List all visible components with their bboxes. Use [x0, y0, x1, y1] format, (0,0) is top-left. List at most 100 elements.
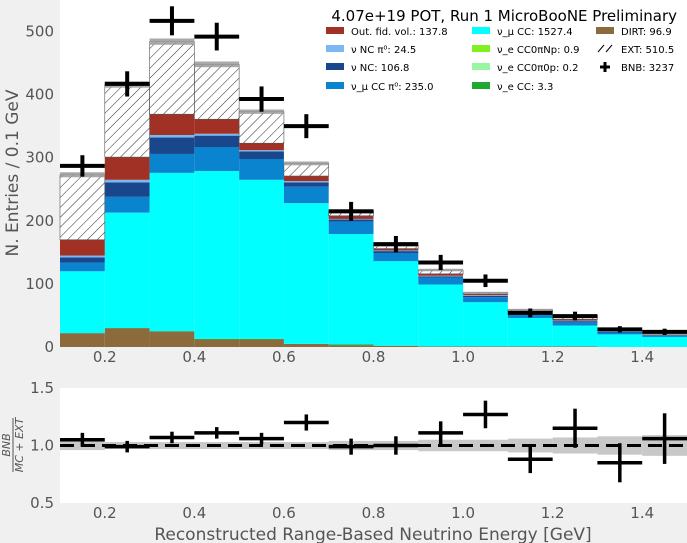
y-tick-label: 400 — [25, 86, 54, 104]
bar-segment — [149, 114, 195, 136]
legend-swatch — [326, 82, 344, 89]
bar-segment — [149, 331, 195, 347]
bar-segment — [104, 182, 150, 197]
bar-segment — [60, 239, 105, 256]
bar-segment — [552, 325, 598, 347]
bar-segment — [418, 277, 464, 285]
bar-segment — [283, 182, 329, 187]
legend-swatch — [596, 27, 614, 34]
ratio-x-tick-labels: 0.2 0.4 0.6 0.8 1.0 1.2 1.4 — [93, 504, 654, 522]
bar-segment — [194, 170, 240, 339]
legend-label: ν NC: 106.8 — [351, 63, 409, 74]
legend-swatch — [326, 63, 344, 70]
bar-segment — [463, 295, 508, 298]
bar-segment — [552, 346, 598, 347]
ratio-x-tick-label: 0.4 — [182, 504, 206, 522]
chart-title: 4.07e+19 POT, Run 1 MicroBooNE Prelimina… — [331, 7, 677, 25]
bar-segment — [239, 179, 284, 339]
legend-swatch — [472, 45, 490, 52]
bar-segment — [463, 297, 508, 303]
bar-segment — [194, 64, 240, 120]
y-tick-label: 0 — [44, 338, 54, 356]
ratio-x-tick-label: 1.0 — [451, 504, 475, 522]
bar-segment — [59, 174, 106, 241]
bar-segment — [239, 158, 284, 180]
bar-segment — [328, 344, 374, 346]
x-tick-label: 1.0 — [451, 348, 475, 366]
bar-segment — [463, 295, 508, 296]
bar-segment — [283, 176, 329, 182]
bar-segment — [642, 336, 687, 347]
ratio-x-tick-label: 1.4 — [630, 504, 654, 522]
bar-segment — [597, 332, 643, 335]
bar-segment — [149, 172, 195, 332]
ratio-x-tick-label: 0.8 — [362, 504, 386, 522]
bar-segment — [60, 271, 105, 334]
legend-label: ν_e CC0π0p: 0.2 — [497, 63, 578, 74]
bar-segment — [149, 41, 195, 115]
legend-swatch — [326, 45, 344, 52]
bar-segment — [60, 255, 105, 258]
bar-segment — [373, 345, 419, 347]
bar-segment — [194, 339, 240, 347]
legend: Out. fid. vol.: 137.8 ν NC π⁰: 24.5 ν NC: … — [326, 27, 674, 93]
bar-segment — [104, 157, 150, 180]
legend-swatch — [472, 27, 490, 34]
bar-segment — [642, 335, 687, 337]
y-tick-label: 200 — [25, 212, 54, 230]
svg-text:MC + EXT: MC + EXT — [13, 416, 26, 472]
bar-segment — [418, 273, 464, 276]
x-tick-label: 1.4 — [630, 348, 654, 366]
bar-segment — [373, 252, 419, 262]
legend-label: ν NC π⁰: 24.5 — [351, 45, 416, 56]
bar-segment — [328, 345, 374, 347]
x-tick-label: 0.6 — [272, 348, 296, 366]
ratio-x-tick-label: 0.6 — [272, 504, 296, 522]
bar-segment — [149, 153, 195, 173]
mc-error-band — [283, 161, 329, 166]
bar-segment — [194, 147, 240, 171]
bar-segment — [418, 276, 464, 278]
legend-label: ν_e CC0πNp: 0.9 — [497, 45, 580, 56]
bar-segment — [552, 322, 598, 326]
bar-segment — [283, 186, 329, 204]
bar-segment — [283, 181, 329, 183]
x-tick-label: 0.8 — [362, 348, 386, 366]
y-tick-label: 300 — [25, 149, 54, 167]
bar-segment — [239, 143, 284, 151]
bar-segment — [507, 317, 553, 347]
bar-segment — [194, 135, 240, 148]
bar-segment — [239, 338, 284, 340]
bar-segment — [373, 261, 419, 346]
svg-text:BNB: BNB — [0, 433, 13, 456]
bar-segment — [418, 346, 464, 347]
bar-segment — [328, 234, 374, 345]
bar-segment — [149, 135, 195, 138]
main-x-tick-labels: 0.2 0.4 0.6 0.8 1.0 1.2 1.4 — [93, 348, 654, 366]
bar-segment — [642, 335, 687, 336]
bar-segment — [283, 203, 329, 344]
legend-label: ν_μ CC: 1527.4 — [497, 27, 573, 38]
legend-label: BNB: 3237 — [621, 63, 674, 74]
ratio-y-tick-label: 0.5 — [30, 494, 54, 512]
bar-segment — [104, 84, 150, 158]
mc-error-band — [239, 109, 284, 114]
y-tick-label: 100 — [25, 275, 54, 293]
x-tick-label: 0.2 — [93, 348, 117, 366]
legend-cross-swatch — [600, 62, 610, 72]
bar-segment — [238, 111, 285, 144]
legend-swatch — [472, 63, 490, 70]
bar-segment — [283, 343, 329, 347]
bar-segment — [552, 321, 598, 323]
bar-segment — [552, 320, 598, 322]
ratio-y-axis-label: BNB MC + EXT — [0, 416, 26, 472]
mc-error-band — [463, 291, 508, 294]
legend-swatch — [472, 82, 490, 89]
bar-segment — [60, 333, 105, 347]
bar-segment — [418, 284, 464, 347]
ratio-y-tick-label: 1.0 — [30, 437, 54, 455]
legend-label: Out. fid. vol.: 137.8 — [351, 27, 448, 38]
bar-segment — [194, 133, 240, 136]
bar-segment — [104, 179, 150, 183]
